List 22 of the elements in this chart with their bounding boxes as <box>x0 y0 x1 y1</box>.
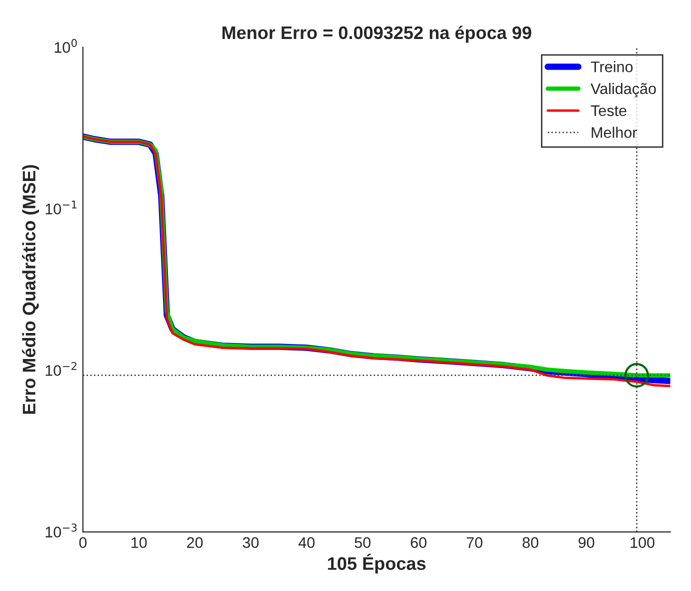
x-tick-label: 20 <box>187 537 203 548</box>
y-axis-title: Erro Médio Quadrático (MSE) <box>22 165 40 414</box>
y-tick-label: 10$^{−1}$ <box>46 200 77 214</box>
x-tick-label: 50 <box>354 537 371 548</box>
x-tick-label: 90 <box>578 537 594 548</box>
y-tick-label: 10$^{−2}$ <box>46 362 76 376</box>
x-tick-label: 0 <box>79 537 87 548</box>
y-tick-label: 10$^{−3}$ <box>46 524 77 538</box>
x-tick-label: 30 <box>242 537 259 548</box>
chart-title: Menor Erro = 0.0093252 na época 99 <box>222 26 532 43</box>
x-tick-label: 10 <box>132 537 147 548</box>
x-tick-label: 100 <box>630 537 654 548</box>
x-tick-label: 60 <box>410 537 426 548</box>
x-tick-label: 70 <box>466 537 482 548</box>
x-tick-label: 40 <box>298 537 315 548</box>
legend-label: Teste <box>590 105 626 116</box>
y-tick-label: 10$^{0}$ <box>54 38 77 53</box>
x-tick-label: 80 <box>522 537 538 548</box>
legend-label: Treino <box>590 61 633 72</box>
legend-label: Validação <box>590 82 656 98</box>
ref-line-label: Melhor <box>592 126 637 138</box>
x-axis-title: 105 Épocas <box>328 554 426 574</box>
